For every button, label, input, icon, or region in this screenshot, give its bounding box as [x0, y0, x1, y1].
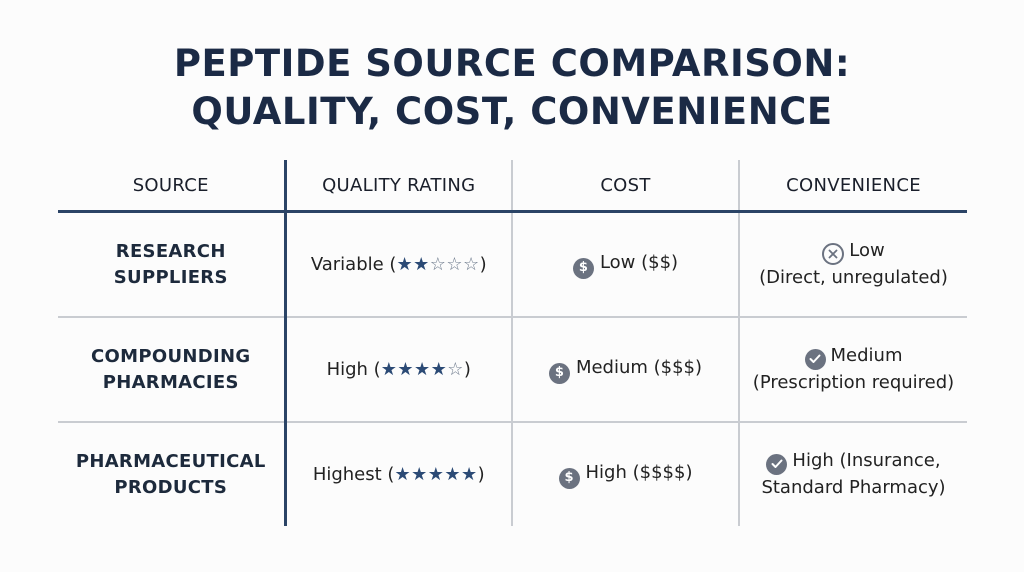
dollar-icon: $ [548, 362, 570, 384]
quality-cell: High (★★★★☆) [285, 317, 513, 423]
check-circle-icon [804, 348, 826, 370]
convenience-cell: Low (Direct, unregulated) [739, 211, 967, 318]
check-circle-icon [766, 453, 788, 475]
quality-close: ) [463, 358, 471, 380]
source-cell: PHARMACEUTICAL PRODUCTS [58, 422, 287, 526]
quality-label: High ( [326, 358, 381, 380]
convenience-line-1: Medium [830, 345, 903, 367]
dollar-icon: $ [572, 257, 594, 279]
source-cell: RESEARCH SUPPLIERS [58, 211, 287, 318]
comparison-table: SOURCE QUALITY RATING COST CONVENIENCE R… [58, 160, 967, 526]
quality-close: ) [477, 463, 485, 485]
convenience-line-2: (Direct, unregulated) [759, 267, 948, 288]
star-filled-icon: ★ [461, 463, 478, 485]
source-line-1: RESEARCH [115, 240, 226, 262]
star-filled-icon: ★ [397, 358, 414, 380]
source-line-2: SUPPLIERS [113, 266, 228, 288]
star-filled-icon: ★ [444, 463, 461, 485]
star-filled-icon: ★ [394, 463, 412, 485]
star-filled-icon: ★ [411, 463, 428, 485]
star-rating: ★★☆☆☆ [396, 252, 479, 278]
star-filled-icon: ★ [430, 358, 448, 380]
star-empty-icon: ☆ [447, 358, 464, 380]
quality-label: Variable ( [310, 253, 397, 275]
star-empty-icon: ☆ [446, 253, 463, 275]
table-row: RESEARCH SUPPLIERS Variable (★★☆☆☆) $ Low… [58, 211, 967, 318]
star-filled-icon: ★ [413, 358, 431, 380]
star-filled-icon: ★ [396, 253, 414, 275]
header-row: SOURCE QUALITY RATING COST CONVENIENCE [58, 160, 967, 213]
convenience-line-2: Standard Pharmacy) [761, 476, 946, 498]
star-filled-icon: ★ [380, 358, 398, 380]
star-empty-icon: ☆ [429, 253, 447, 275]
header-convenience: CONVENIENCE [739, 160, 967, 213]
cost-cell: $ Low ($$) [512, 211, 740, 318]
dollar-icon: $ [558, 467, 580, 489]
header-cost: COST [512, 160, 740, 213]
title-line-2: QUALITY, COST, CONVENIENCE [191, 90, 833, 133]
convenience-line-1: Low [849, 240, 885, 261]
source-line-1: COMPOUNDING [91, 345, 251, 367]
table-row: PHARMACEUTICAL PRODUCTS Highest (★★★★★) … [58, 422, 967, 526]
x-circle-icon [822, 243, 845, 265]
header-source: SOURCE [58, 160, 287, 213]
star-filled-icon: ★ [413, 253, 430, 275]
page-title: PEPTIDE SOURCE COMPARISON: QUALITY, COST… [0, 40, 1024, 136]
source-line-2: PRODUCTS [114, 476, 228, 498]
star-empty-icon: ☆ [463, 253, 480, 275]
star-rating: ★★★★★ [394, 462, 477, 488]
convenience-cell: Medium (Prescription required) [739, 317, 967, 423]
convenience-line-1: High (Insurance, [792, 450, 941, 472]
cost-cell: $ Medium ($$$) [512, 317, 740, 423]
cost-value: Medium ($$$) [575, 357, 703, 379]
quality-cell: Highest (★★★★★) [285, 422, 513, 526]
convenience-line-2: (Prescription required) [752, 371, 955, 393]
source-line-1: PHARMACEUTICAL [75, 450, 266, 472]
title-line-1: PEPTIDE SOURCE COMPARISON: [173, 42, 851, 85]
cost-value: High ($$$$) [585, 462, 693, 484]
header-quality-rating: QUALITY RATING [285, 160, 513, 213]
source-cell: COMPOUNDING PHARMACIES [58, 317, 287, 423]
cost-value: Low ($$) [599, 252, 679, 274]
quality-cell: Variable (★★☆☆☆) [285, 211, 513, 318]
quality-close: ) [479, 253, 487, 275]
quality-label: Highest ( [312, 463, 395, 485]
convenience-cell: High (Insurance, Standard Pharmacy) [739, 422, 967, 526]
table-row: COMPOUNDING PHARMACIES High (★★★★☆) $ Med… [58, 317, 967, 423]
source-line-2: PHARMACIES [102, 371, 239, 393]
cost-cell: $ High ($$$$) [512, 422, 740, 526]
star-rating: ★★★★☆ [381, 357, 464, 383]
star-filled-icon: ★ [427, 463, 445, 485]
